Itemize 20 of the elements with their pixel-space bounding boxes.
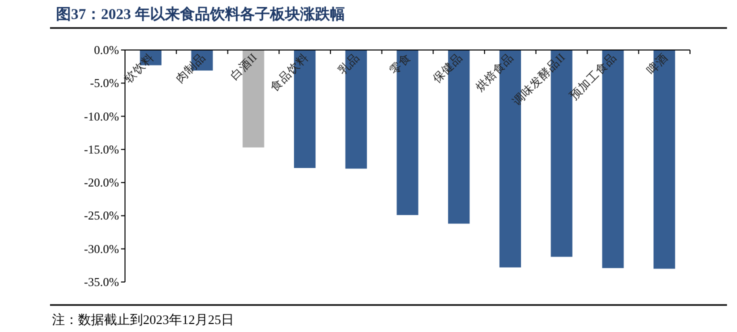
y-tick-label: -30.0% [84,242,119,256]
y-tick-label: 0.0% [94,43,119,57]
chart-title: 图37：2023 年以来食品饮料各子板块涨跌幅 [56,6,345,23]
y-tick-label: -10.0% [84,109,119,124]
x-tick-label: 乳品 [336,50,362,78]
text: 注：数据截止到2023年12月25日 [52,312,234,327]
x-tick-label: 零食 [387,50,414,78]
x-tick-label: 软饮料 [122,50,157,86]
x-tick-label: 啤酒 [644,50,670,78]
y-tick-label: -5.0% [90,76,119,90]
x-tick-label: 烘焙食品 [473,50,516,94]
x-tick-label: 食品饮料 [268,50,311,94]
x-tick-label: 预加工食品 [567,50,620,103]
x-tick-label: 保健品 [430,50,465,86]
y-tick-label: -20.0% [84,176,119,190]
x-tick-label: 白酒II [228,50,260,83]
y-tick-label: -15.0% [84,142,119,156]
x-tick-label: 肉制品 [174,50,208,86]
y-tick-label: -35.0% [84,275,119,289]
y-tick-label: -25.0% [84,208,119,223]
